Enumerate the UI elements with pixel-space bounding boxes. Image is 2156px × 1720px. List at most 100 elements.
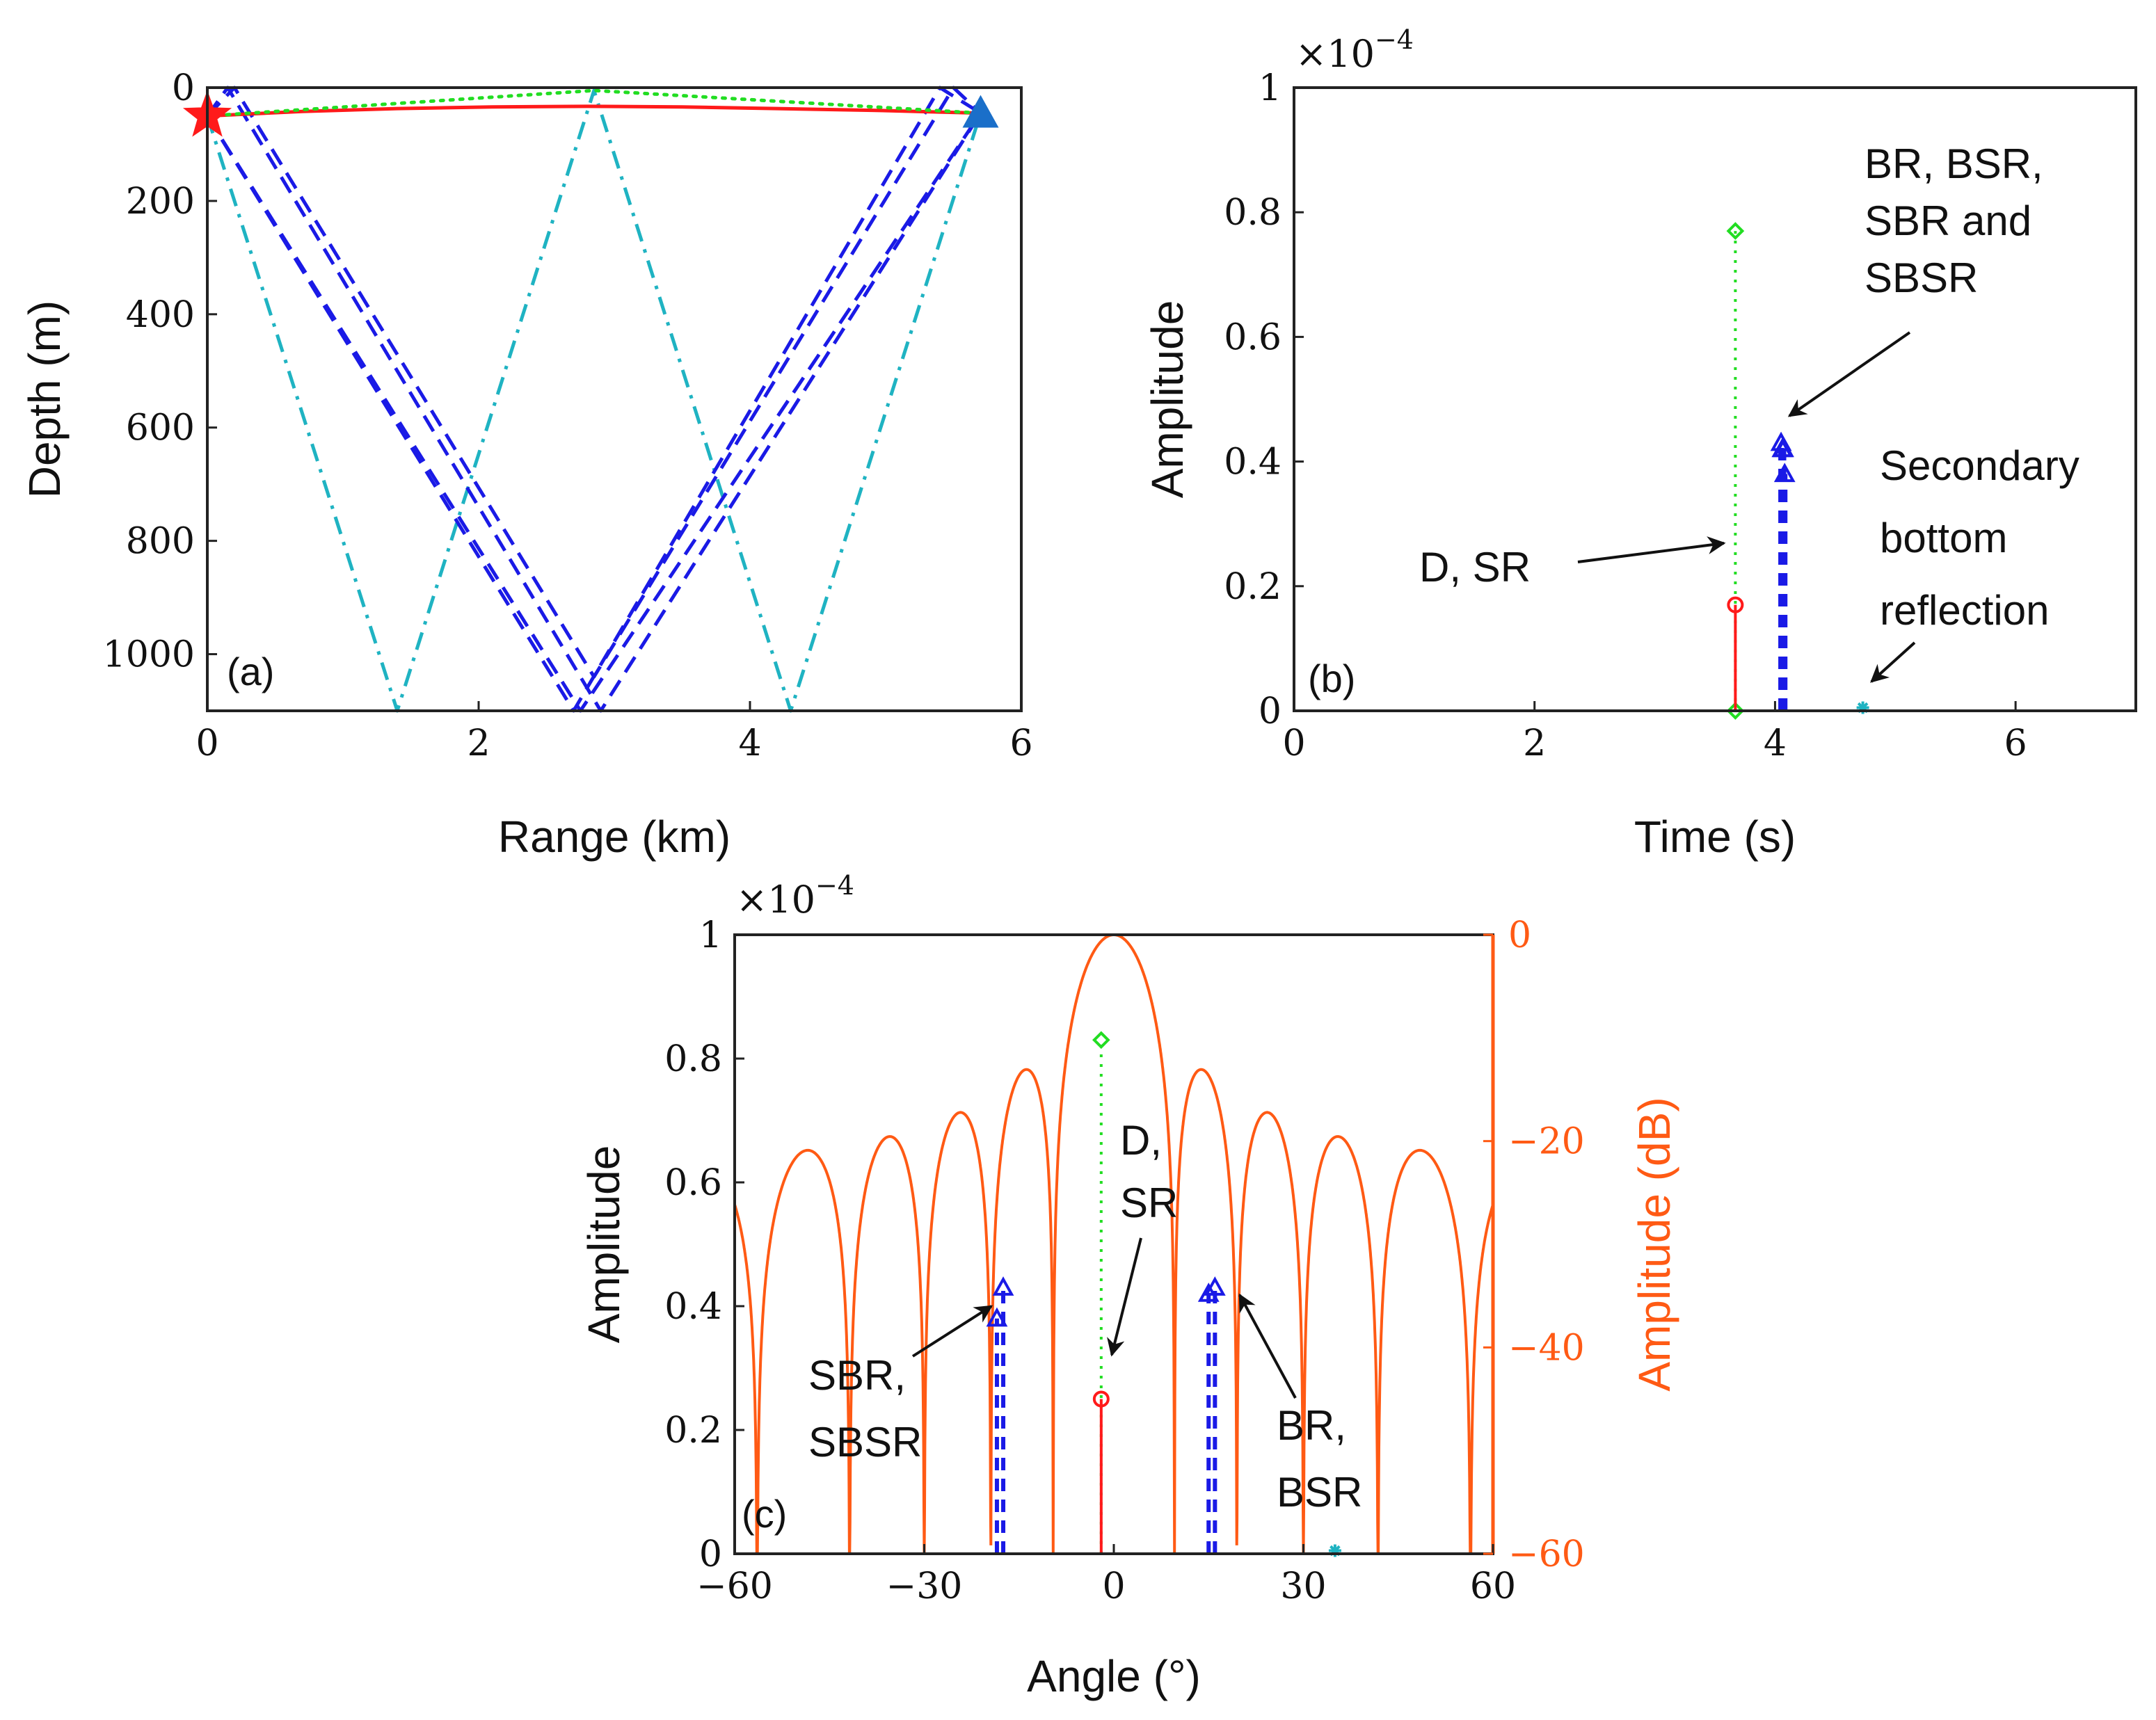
panel-a-axes-box: [206, 86, 1023, 712]
panel-b-label: (b): [1308, 657, 1355, 700]
ray-path-sbr: [205, 86, 982, 713]
y-tick-label: 1000: [103, 634, 195, 676]
annotation-line: SBR,: [808, 1352, 906, 1399]
x-tick-label: 6: [1009, 723, 1032, 764]
x-tick-label: 0: [1282, 723, 1305, 764]
ray-path-bsr: [205, 86, 982, 713]
x-tick-label: 2: [467, 723, 490, 764]
panel-b-axes-box: [1293, 86, 2137, 712]
panel-b-x-ticks: 0 2 4 6: [1282, 701, 2027, 764]
annotation-line: SBR and: [1864, 198, 2031, 244]
y-tick-label: 0.2: [664, 1410, 722, 1452]
ray-path-br: [205, 112, 982, 713]
annotation-line: SR: [1120, 1180, 1178, 1226]
stem-marker-d: [1092, 1390, 1110, 1408]
panel-b-arrow-d-sr: [1577, 536, 1726, 563]
stem-marker-sr: [1726, 222, 1745, 240]
y2-tick-label: −40: [1508, 1327, 1585, 1369]
stem-base-marker-sr: [1726, 702, 1745, 720]
annotation-line: D,: [1120, 1117, 1162, 1164]
y-tick-label: 0: [699, 1534, 722, 1575]
x-tick-label: 4: [1764, 723, 1787, 764]
x-tick-label: −60: [696, 1566, 773, 1607]
panel-a: 0 2 4 6 0 200 400 600 800 1000 (a) Range (km) De…: [19, 67, 1033, 862]
panel-b-multiplier-exp: −4: [1375, 24, 1414, 55]
ray-path-secondary-bottom-reflection: [205, 88, 982, 713]
panel-c-y-ticks: 0 0.2 0.4 0.6 0.8 1: [664, 915, 744, 1575]
y-tick-label: 200: [126, 181, 195, 223]
panel-a-plot-area: [182, 86, 999, 713]
stem-marker-d: [1727, 596, 1744, 613]
panel-a-ylabel: Depth (m): [19, 300, 70, 499]
y-tick-label: 0: [1259, 691, 1281, 732]
panel-b-annotation-secondary: Secondary bottom reflection: [1880, 442, 2091, 634]
panel-a-xlabel: Range (km): [498, 812, 730, 862]
y-tick-label: 0.2: [1224, 566, 1281, 608]
panel-c-arrow-d-sr: [1107, 1237, 1142, 1357]
ray-path-sr: [205, 88, 982, 118]
y2-tick-label: −20: [1508, 1121, 1585, 1163]
panel-a-label: (a): [227, 650, 274, 693]
y-tick-label: 0: [172, 67, 195, 109]
panel-c-xlabel: Angle (°): [1027, 1651, 1201, 1701]
panel-c-y2label: Amplitude (dB): [1629, 1097, 1679, 1391]
annotation-line: BR, BSR,: [1864, 140, 2043, 187]
x-tick-label: −30: [886, 1566, 963, 1607]
y-tick-label: 800: [126, 521, 195, 563]
panel-a-y-ticks: 0 200 400 600 800 1000: [103, 67, 217, 676]
panel-c-ylabel: Amplitude: [579, 1146, 629, 1344]
panel-c-label: (c): [742, 1492, 787, 1536]
stem-marker-sbr: [1773, 437, 1794, 458]
panel-c-multiplier-exp: −4: [815, 870, 854, 901]
panel-c-annotation-br-bsr: BR, BSR: [1277, 1402, 1362, 1516]
panel-c-annotation-d-sr: D, SR: [1120, 1117, 1178, 1226]
y-tick-label: 0.6: [664, 1162, 722, 1204]
stem-marker-bsr: [1204, 1276, 1226, 1296]
y-tick-label: 0.6: [1224, 316, 1281, 358]
panel-c-y2-ticks: 0 −20 −40 −60: [1483, 915, 1585, 1575]
panel-b-plot-area: [1726, 222, 1869, 720]
y-tick-label: 600: [126, 408, 195, 449]
x-tick-label: 4: [738, 723, 761, 764]
annotation-line: Secondary: [1880, 442, 2079, 489]
panel-c-arrow-sbr: [911, 1305, 993, 1358]
stem-marker-sbsr: [1773, 463, 1796, 483]
panel-b-ylabel: Amplitude: [1142, 300, 1192, 499]
receiver-triangle-marker: [962, 95, 999, 128]
y-tick-label: 0.8: [664, 1038, 722, 1080]
y-tick-label: 1: [699, 915, 722, 956]
x-tick-label: 30: [1280, 1566, 1326, 1607]
panel-b-xlabel: Time (s): [1634, 812, 1796, 862]
panel-c: −60 −30 0 30 60 0 0.2 0.4 0.6 0.8 1 0 −20 −40 −60 ×1…: [579, 870, 1679, 1701]
x-tick-label: 2: [1523, 723, 1546, 764]
panel-b: 0 2 4 6 0 0.2 0.4 0.6 0.8 1 ×10−4 (b) Time (s) A…: [1142, 24, 2137, 862]
panel-b-annotation-br-bsr-sbr-sbsr: BR, BSR, SBR and SBSR: [1864, 140, 2054, 301]
stem-marker-sr: [1092, 1031, 1110, 1050]
x-tick-label: 0: [195, 723, 218, 764]
annotation-line: bottom: [1880, 515, 2007, 561]
panel-b-arrow-secondary: [1870, 641, 1916, 683]
panel-c-multiplier: ×10−4: [736, 870, 854, 922]
y-tick-label: 0.4: [664, 1286, 722, 1328]
panel-a-x-ticks: 0 2 4 6: [195, 701, 1033, 764]
panel-b-multiplier: ×10−4: [1295, 24, 1414, 76]
panel-b-arrow-br: [1787, 331, 1911, 417]
panel-b-annotation-d-sr: D, SR: [1419, 544, 1531, 590]
panel-c-arrow-br: [1238, 1293, 1297, 1399]
panel-c-x-ticks: −60 −30 0 30 60: [696, 1544, 1516, 1607]
panel-b-y-ticks: 0 0.2 0.4 0.6 0.8 1: [1224, 67, 1304, 732]
x-tick-label: 0: [1102, 1566, 1125, 1607]
y2-tick-label: 0: [1508, 915, 1531, 956]
y2-tick-label: −60: [1508, 1534, 1585, 1575]
y-tick-label: 0.4: [1224, 442, 1281, 483]
y-tick-label: 400: [126, 294, 195, 336]
y-tick-label: 0.8: [1224, 192, 1281, 234]
annotation-line: BR,: [1277, 1402, 1346, 1449]
annotation-line: SBSR: [1864, 255, 1978, 301]
annotation-line: reflection: [1880, 587, 2049, 634]
y-tick-label: 1: [1259, 67, 1281, 109]
x-tick-label: 6: [2004, 723, 2027, 764]
panel-b-multiplier-base: ×10: [1295, 32, 1375, 76]
ray-path-d: [207, 104, 981, 118]
